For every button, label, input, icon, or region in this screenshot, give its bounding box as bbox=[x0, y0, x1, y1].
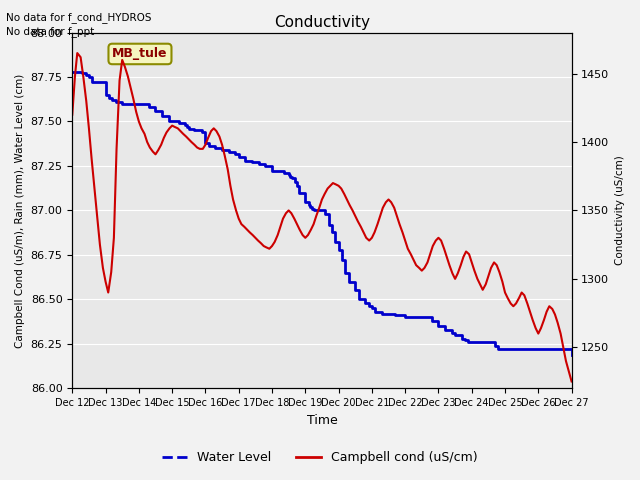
Y-axis label: Campbell Cond (uS/m), Rain (mm), Water Level (cm): Campbell Cond (uS/m), Rain (mm), Water L… bbox=[15, 73, 25, 348]
Legend: Water Level, Campbell cond (uS/cm): Water Level, Campbell cond (uS/cm) bbox=[157, 446, 483, 469]
Text: No data for f_ppt: No data for f_ppt bbox=[6, 26, 95, 37]
Y-axis label: Conductivity (uS/cm): Conductivity (uS/cm) bbox=[615, 156, 625, 265]
X-axis label: Time: Time bbox=[307, 414, 337, 427]
Title: Conductivity: Conductivity bbox=[274, 15, 370, 30]
Text: No data for f_cond_HYDROS: No data for f_cond_HYDROS bbox=[6, 12, 152, 23]
Text: MB_tule: MB_tule bbox=[112, 48, 168, 60]
